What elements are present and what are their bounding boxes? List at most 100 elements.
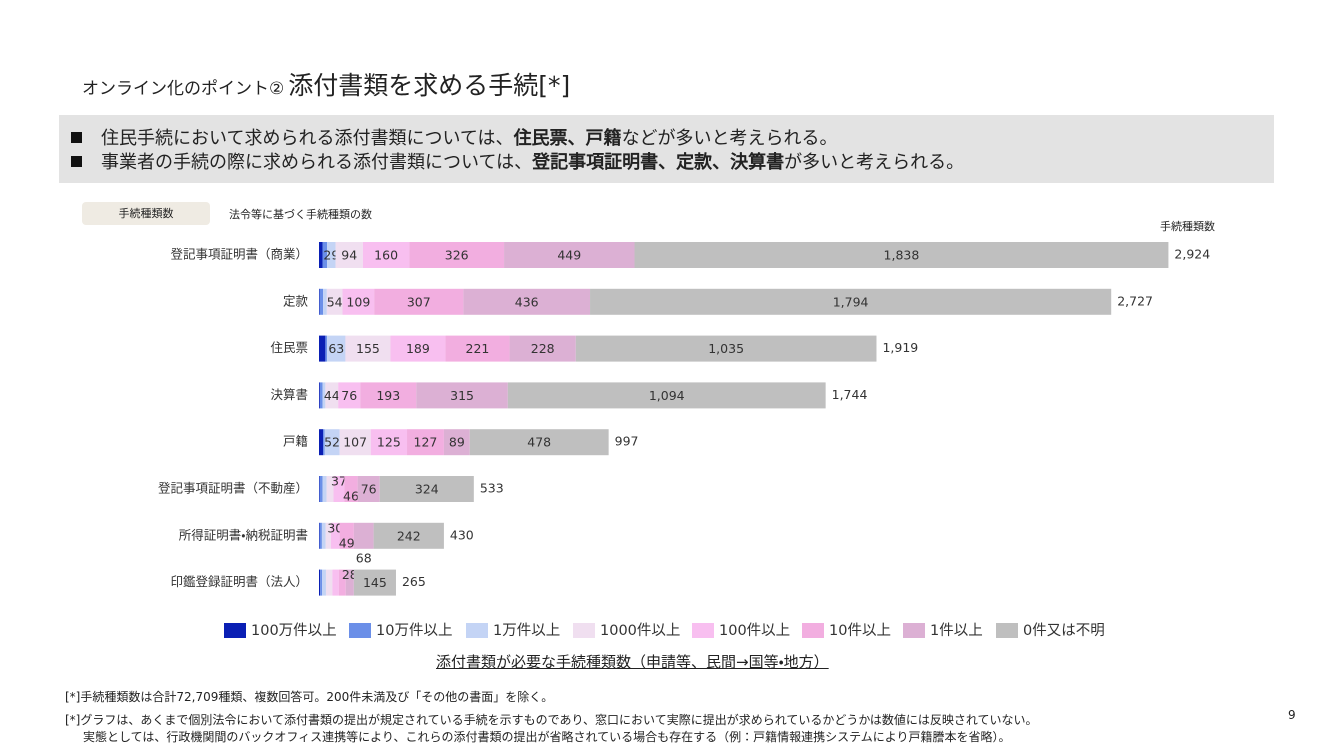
- value-label: 315: [450, 388, 474, 403]
- value-label: 324: [415, 482, 439, 497]
- total-label: 1,744: [832, 387, 868, 402]
- legend-swatch: [349, 623, 371, 638]
- bar-segment: [325, 569, 333, 596]
- bullet-marker: [71, 131, 82, 143]
- total-label: 1,919: [882, 340, 918, 355]
- bar-segment: [353, 569, 396, 596]
- value-label: 1,035: [708, 341, 744, 356]
- bar-segment: [332, 569, 339, 596]
- total-header: 手続種類数: [1160, 220, 1215, 233]
- total-label: 430: [450, 527, 474, 542]
- value-label: 1,094: [649, 388, 685, 403]
- y-tick-label: 定款: [283, 293, 309, 308]
- legend-label: 1万件以上: [493, 622, 560, 639]
- bar-segment: [634, 242, 1169, 268]
- legend-swatch: [802, 623, 824, 638]
- emphasis: 住民票、戸籍: [513, 128, 622, 149]
- value-label: 436: [515, 294, 539, 309]
- bar-segment: [360, 382, 417, 409]
- value-label: 107: [343, 435, 367, 450]
- bar-segment: [325, 382, 339, 409]
- text: 事業者の手続の際に求められる添付書類については、: [101, 152, 533, 173]
- title-main: 添付書類を求める手続[*]: [288, 71, 571, 100]
- y-tick-label: 登記事項証明書（商業）: [170, 247, 308, 262]
- value-label: 125: [377, 435, 401, 450]
- bar-segment: [319, 382, 320, 409]
- bar-segment: [335, 242, 363, 268]
- value-label: 37: [331, 474, 347, 489]
- legend-swatch: [573, 623, 595, 638]
- tag: 手続種類数: [82, 202, 210, 225]
- legend-swatch: [996, 623, 1018, 638]
- legend-label: 1000件以上: [600, 622, 680, 639]
- value-label: 155: [356, 341, 380, 356]
- value-label: 160: [374, 248, 398, 263]
- bar-segment: [326, 288, 343, 315]
- bar-segment: [463, 288, 591, 315]
- value-label: 76: [341, 388, 357, 403]
- bar-segment: [325, 522, 331, 549]
- value-label: 326: [445, 248, 469, 263]
- bar-segment: [504, 242, 635, 268]
- bar-segment: [322, 382, 326, 409]
- value-label: 189: [406, 341, 430, 356]
- legend-label: 10件以上: [829, 622, 891, 639]
- text: などが多いと考えられる。: [621, 128, 838, 149]
- bar-segment: [319, 522, 322, 549]
- bar-segment: [323, 288, 327, 315]
- value-label: 228: [531, 341, 555, 356]
- bar-segment: [322, 569, 326, 596]
- legend-label: 10万件以上: [376, 622, 452, 639]
- legend-label: 1件以上: [930, 622, 983, 639]
- summary-box: 住民手続において求められる添付書類については、 住民票、戸籍 などが多いと考えられる…: [59, 115, 1274, 183]
- value-label: 221: [466, 341, 490, 356]
- y-tick-label: 登記事項証明書（不動産）: [158, 481, 308, 496]
- total-label: 2,727: [1117, 293, 1153, 308]
- total-label: 533: [480, 481, 504, 496]
- bar-segment: [345, 569, 354, 596]
- legend-swatch: [903, 623, 925, 638]
- bar-segment: [319, 476, 320, 502]
- bar-segment: [330, 522, 340, 549]
- value-label: 29: [323, 248, 339, 263]
- total-label: 997: [615, 434, 639, 449]
- value-label: 145: [363, 575, 387, 590]
- bar-segment: [379, 476, 474, 502]
- legend-label: 100万件以上: [251, 622, 337, 639]
- legend-swatch: [692, 623, 714, 638]
- bar-segment: [416, 382, 508, 409]
- bar-segment: [342, 288, 375, 315]
- bar-segment: [319, 288, 320, 315]
- value-label: 89: [449, 435, 465, 450]
- value-label: 478: [527, 435, 551, 450]
- bar-segment: [327, 242, 336, 268]
- bar-segment: [407, 429, 444, 456]
- value-label: 49: [339, 535, 355, 550]
- title-prefix: オンライン化のポイント②: [82, 79, 285, 99]
- bar-segment: [338, 382, 361, 409]
- footnote: [*]グラフは、あくまで個別法令において添付書類の提出が規定されている手続を示す…: [65, 713, 1038, 727]
- bar-segment: [409, 242, 505, 268]
- text: 住民手続において求められる添付書類については、: [101, 128, 514, 149]
- bar-segment: [319, 476, 323, 502]
- bar-segment: [324, 429, 340, 456]
- bar-segment: [370, 429, 408, 456]
- tag-note: 法令等に基づく手続種類の数: [229, 208, 372, 221]
- legend-swatch: [224, 623, 246, 638]
- bar-segment: [344, 476, 358, 502]
- bar-segment: [357, 476, 380, 502]
- bar-segment: [339, 522, 354, 549]
- value-label: 1,794: [833, 294, 869, 309]
- bar-segment: [326, 476, 334, 502]
- emphasis: 登記事項証明書、定款、決算書: [532, 152, 785, 173]
- bar-segment: [338, 569, 346, 596]
- bar-segment: [319, 288, 324, 315]
- bar-segment: [390, 335, 446, 362]
- value-label: 54: [327, 294, 343, 309]
- value-label: 76: [361, 482, 377, 497]
- value-label: 109: [346, 294, 370, 309]
- bar-segment: [322, 242, 328, 268]
- bar-segment: [575, 335, 877, 362]
